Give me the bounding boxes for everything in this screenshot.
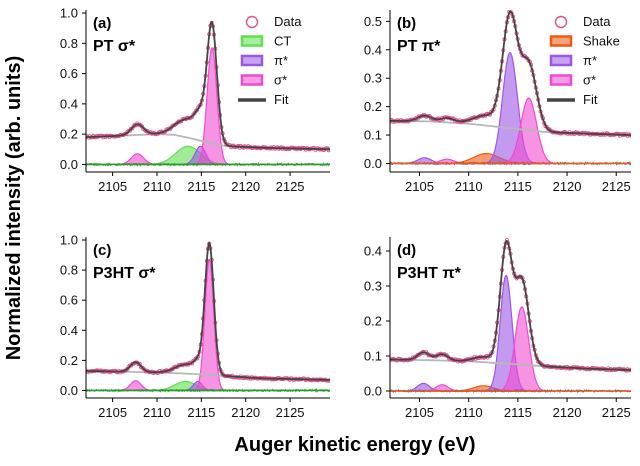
panel-label: (d) (397, 242, 416, 259)
panel-0: 2105 2110 2115 2120 2125 0.0 0.2 0.4 0.6 0.8 1.0 (a… (60, 6, 330, 194)
peak-sigmastar-3 (191, 258, 228, 392)
y-tick-label: 0.4 (364, 244, 382, 259)
y-tick-label: 0.3 (364, 71, 382, 86)
x-tick-label: 2125 (602, 405, 631, 420)
panel-1: 2105 2110 2115 2120 2125 0.0 0.1 0.2 0.3 0.4 0.5 (b… (364, 10, 631, 194)
y-tick-label: 1.0 (60, 233, 78, 248)
x-tick-label: 2105 (98, 179, 127, 194)
legend-label: Shake (583, 34, 620, 49)
panel-2: 2105 2110 2115 2120 2125 0.0 0.2 0.4 0.6 0.8 1.0 (c… (60, 233, 330, 420)
legend: Data CT π* σ* Fit (238, 14, 302, 107)
legend-data-marker-0 (554, 15, 568, 29)
legend-swatch-2 (549, 54, 573, 67)
x-tick-label: 2125 (276, 179, 305, 194)
x-tick-label: 2115 (187, 179, 215, 194)
plot-area-0 (86, 20, 330, 167)
y-tick-label: 0.2 (364, 314, 382, 329)
panel-title: P3HT σ* (93, 265, 156, 282)
legend-data-marker-0 (245, 15, 259, 29)
y-tick-label: 0.1 (364, 128, 382, 143)
y-tick-label: 0.1 (364, 349, 382, 364)
panel-label: (b) (397, 15, 416, 32)
x-tick-label: 2120 (553, 405, 582, 420)
x-tick-label: 2115 (187, 405, 215, 420)
legend-label: σ* (583, 73, 596, 88)
panels: 2105 2110 2115 2120 2125 0.0 0.2 0.4 0.6 0.8 1.0 (a… (60, 6, 631, 420)
legend-label: Fit (274, 92, 289, 107)
fit-line (390, 10, 631, 136)
x-tick-label: 2115 (504, 179, 532, 194)
panel-title: PT π* (397, 38, 441, 55)
plot-area-3 (390, 238, 631, 394)
y-tick-label: 0.2 (364, 99, 382, 114)
x-tick-label: 2110 (455, 405, 483, 420)
fit-line (390, 239, 631, 371)
y-tick-label: 0.3 (364, 279, 382, 294)
x-tick-label: 2110 (143, 405, 171, 420)
x-tick-label: 2110 (143, 179, 171, 194)
y-tick-label: 0.8 (60, 36, 78, 51)
y-tick-label: 0.4 (60, 96, 78, 111)
y-tick-label: 0.6 (60, 66, 78, 81)
y-tick-label: 0.0 (60, 157, 78, 172)
legend-label: Data (274, 14, 302, 29)
x-tick-label: 2120 (553, 179, 582, 194)
x-tick-label: 2105 (405, 405, 434, 420)
y-tick-label: 0.0 (364, 384, 382, 399)
y-tick-label: 0.5 (364, 14, 382, 29)
fit-line (86, 241, 330, 381)
legend-swatch-2 (240, 54, 264, 67)
x-tick-label: 2115 (504, 405, 532, 420)
panel-label: (c) (93, 242, 111, 259)
panel-3: 2105 2110 2115 2120 2125 0.0 0.1 0.2 0.3 0.4 (d) P3… (364, 237, 631, 420)
peak-sigmastar-3 (192, 47, 232, 165)
legend: Data Shake π* σ* Fit (547, 14, 620, 107)
panel-title: P3HT π* (397, 265, 462, 282)
plot-area-1 (390, 10, 631, 166)
legend-swatch-3 (240, 74, 264, 86)
y-tick-label: 0.0 (60, 383, 78, 398)
panel-title: PT σ* (93, 38, 136, 55)
panel-label: (a) (93, 15, 111, 32)
legend-label: Data (583, 14, 611, 29)
x-axis-label: Auger kinetic energy (eV) (234, 434, 475, 456)
peak-sigmastar-4 (494, 306, 550, 392)
legend-swatch-1 (240, 35, 264, 47)
legend-label: CT (274, 34, 291, 49)
x-tick-label: 2105 (98, 405, 127, 420)
x-tick-label: 2120 (231, 179, 260, 194)
y-tick-label: 0.2 (60, 127, 78, 142)
legend-label: Fit (583, 92, 598, 107)
y-tick-label: 0.8 (60, 263, 78, 278)
fit-line (86, 20, 330, 151)
plot-area-2 (86, 241, 330, 394)
y-tick-label: 0.4 (364, 42, 382, 57)
legend-label: π* (274, 53, 288, 68)
data-point (130, 361, 135, 366)
legend-label: π* (583, 53, 597, 68)
x-tick-label: 2105 (405, 179, 434, 194)
x-tick-label: 2125 (602, 179, 631, 194)
legend-swatch-3 (549, 74, 573, 86)
x-tick-label: 2110 (455, 179, 483, 194)
x-tick-label: 2120 (231, 405, 260, 420)
y-axis-label: Normalized intensity (arb. units) (3, 56, 25, 360)
y-tick-label: 0.6 (60, 293, 78, 308)
y-tick-label: 0.2 (60, 353, 78, 368)
legend-swatch-1 (549, 35, 573, 47)
legend-label: σ* (274, 73, 287, 88)
y-tick-label: 1.0 (60, 6, 78, 21)
y-tick-label: 0.4 (60, 323, 78, 338)
x-tick-label: 2125 (276, 405, 305, 420)
y-tick-label: 0.0 (364, 156, 382, 171)
